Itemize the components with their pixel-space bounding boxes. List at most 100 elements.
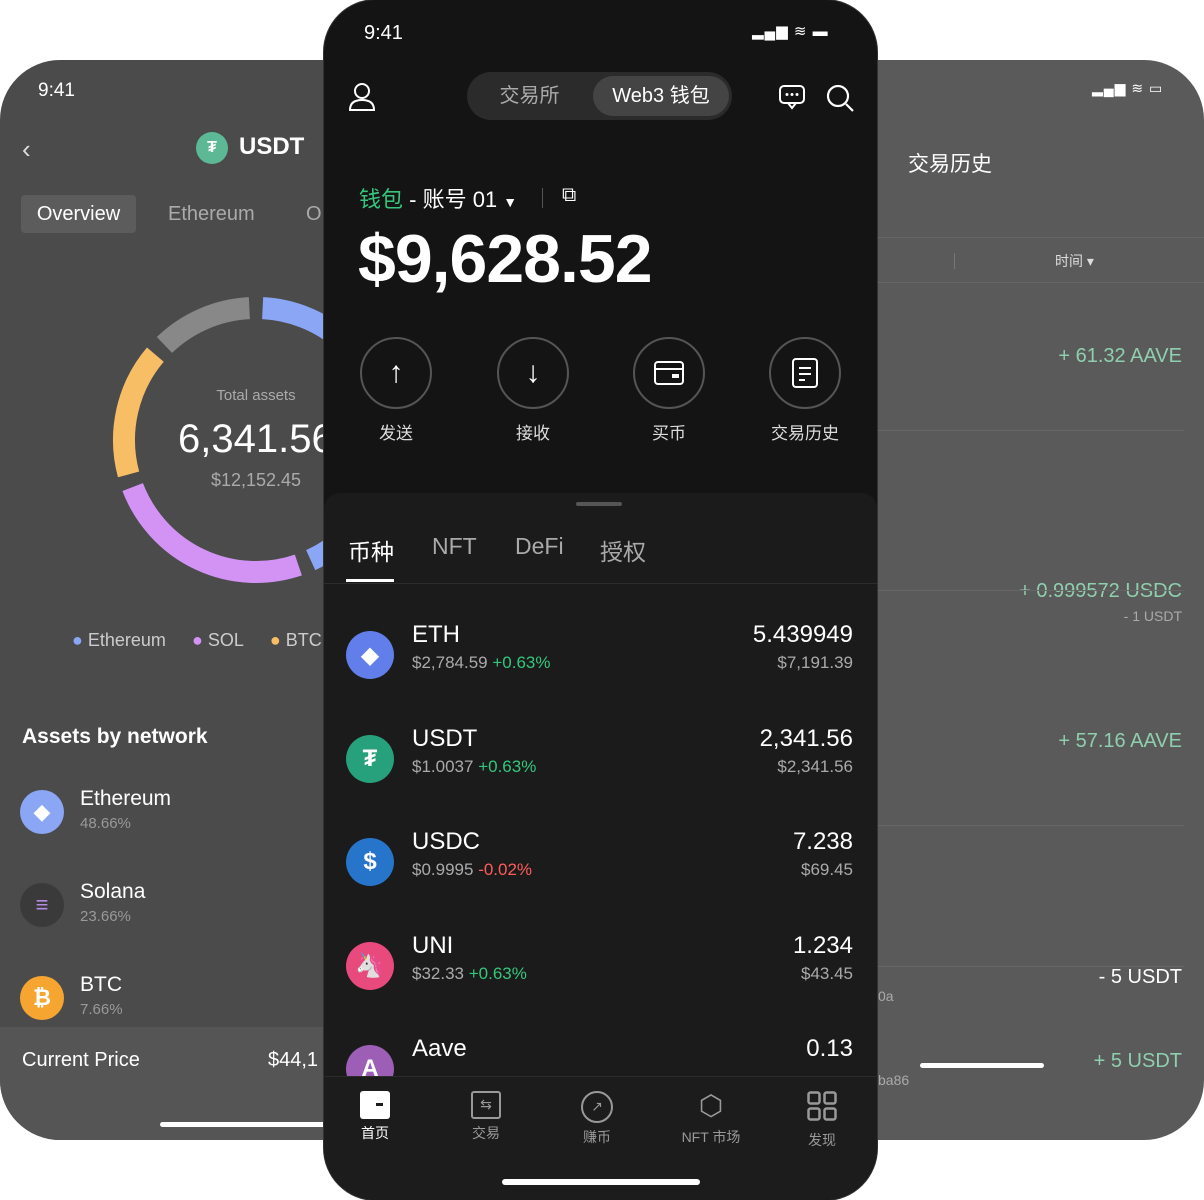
transaction-row[interactable]: + 61.32 AAVE — [800, 345, 1204, 385]
nav-home[interactable]: 首页 — [325, 1091, 425, 1143]
token-amount: 0.13 — [806, 1035, 853, 1062]
transaction-address-fragment: 0a — [878, 988, 894, 1004]
token-price: $32.33 +0.63% — [412, 963, 527, 983]
network-item-ethereum[interactable]: ◆ Ethereum 48.66% — [20, 787, 320, 850]
arrow-down-icon: ↓ — [497, 337, 569, 409]
nav-label: 发现 — [808, 1132, 836, 1148]
nav-earn[interactable]: ↗ 赚币 — [547, 1091, 647, 1147]
divider — [324, 583, 877, 584]
center-phone-web3-wallet: 9:41 ▂▄▆ ≋ ▬ 交易所 Web3 钱包 钱包 - 账号 01 ▼ ⧉ … — [324, 0, 877, 1200]
active-tab-indicator — [346, 579, 394, 582]
tab-nft[interactable]: NFT — [432, 533, 477, 559]
page-title: 交易历史 — [908, 153, 992, 176]
network-pct: 48.66% — [80, 815, 131, 832]
tab-defi[interactable]: DeFi — [515, 533, 564, 559]
token-row-uni[interactable]: 🦄 UNI $32.33 +0.63% 1.234 $43.45 — [324, 932, 877, 1036]
transaction-row[interactable]: + 57.16 AAVE — [800, 730, 1204, 770]
status-time: 9:41 — [38, 80, 75, 101]
home-icon — [360, 1091, 390, 1119]
earn-icon: ↗ — [581, 1091, 613, 1123]
transaction-amount: + 0.999572 USDC — [1019, 580, 1182, 602]
drag-handle[interactable] — [576, 502, 622, 506]
token-price: $0.9995 -0.02% — [412, 860, 533, 879]
current-price-label: Current Price — [22, 1049, 140, 1071]
copy-icon[interactable]: ⧉ — [562, 184, 577, 206]
transaction-row[interactable]: + 5 USDT ba86 — [800, 1050, 1204, 1090]
grid-icon — [807, 1091, 837, 1121]
send-button[interactable]: ↑ 发送 — [360, 337, 432, 444]
transaction-address-fragment: ba86 — [878, 1072, 910, 1088]
transaction-amount: + 57.16 AAVE — [1058, 730, 1182, 752]
network-item-btc[interactable]: ₿ BTC 7.66% — [20, 973, 320, 1036]
balance-value: $9,628.52 — [358, 221, 653, 297]
back-icon[interactable]: ‹ — [22, 134, 31, 164]
account-selector[interactable]: 钱包 - 账号 01 ▼ — [359, 187, 518, 212]
tab-other[interactable]: O — [306, 203, 322, 225]
donut-segment — [113, 347, 164, 478]
action-label: 交易历史 — [771, 424, 839, 443]
transaction-row[interactable]: - 5 USDT 0a — [800, 966, 1204, 1006]
token-value: $43.45 — [801, 963, 853, 983]
tab-web3-wallet[interactable]: Web3 钱包 — [593, 76, 729, 116]
message-icon[interactable] — [778, 84, 806, 110]
nav-label: 交易 — [472, 1125, 500, 1141]
divider — [800, 237, 1204, 238]
nav-label: 首页 — [361, 1125, 389, 1141]
total-assets-value: 6,341.56 — [178, 417, 334, 461]
nav-label: NFT 市场 — [681, 1129, 741, 1145]
nft-icon: ⬡ — [698, 1090, 724, 1121]
token-value: $69.45 — [801, 860, 853, 879]
token-value: $7,191.39 — [777, 653, 853, 672]
nav-label: 赚币 — [583, 1129, 611, 1145]
tab-overview[interactable]: Overview — [21, 195, 136, 233]
legend-item: ● SOL — [191, 630, 244, 650]
network-pct: 23.66% — [80, 908, 131, 925]
profile-icon[interactable] — [348, 82, 376, 112]
transaction-amount: + 5 USDT — [1093, 1050, 1182, 1072]
time-filter-dropdown[interactable]: 时间 ▾ — [1055, 253, 1094, 269]
receive-button[interactable]: ↓ 接收 — [497, 337, 569, 444]
nav-nft-market[interactable]: ⬡ NFT 市场 — [661, 1091, 761, 1147]
token-value: $2,341.56 — [777, 756, 853, 776]
divider — [800, 282, 1204, 283]
status-icons: ▂▄▆ ≋ ▬ — [752, 23, 829, 40]
action-label: 发送 — [379, 424, 413, 443]
mode-switch: 交易所 Web3 钱包 — [467, 72, 732, 120]
divider — [878, 430, 1184, 431]
arrow-up-icon: ↑ — [360, 337, 432, 409]
section-title: Assets by network — [22, 725, 208, 748]
token-amount: 2,341.56 — [759, 724, 853, 752]
donut-segment — [156, 297, 251, 354]
buy-button[interactable]: 买币 — [633, 337, 705, 444]
home-indicator — [502, 1179, 700, 1185]
solana-icon: ≡ — [20, 883, 64, 927]
home-indicator — [920, 1063, 1044, 1068]
eth-icon: ◆ — [346, 631, 394, 679]
network-name: Ethereum — [80, 787, 172, 810]
transaction-row[interactable]: + 0.999572 USDC - 1 USDT — [800, 580, 1204, 624]
page-title: USDT — [239, 133, 305, 160]
transaction-amount: + 61.32 AAVE — [1058, 345, 1182, 367]
tab-tokens[interactable]: 币种 — [348, 539, 394, 565]
nav-discover[interactable]: 发现 — [772, 1091, 872, 1150]
card-icon — [633, 337, 705, 409]
divider — [878, 966, 1184, 967]
legend-item: ● Ethereum — [72, 630, 166, 650]
network-name: BTC — [80, 973, 122, 996]
tab-exchange[interactable]: 交易所 — [499, 85, 560, 107]
usdt-icon: ₮ — [346, 734, 394, 783]
network-pct: 7.66% — [80, 1001, 123, 1018]
total-assets-usd: $12,152.45 — [210, 470, 302, 490]
search-icon[interactable] — [825, 83, 855, 113]
ethereum-icon: ◆ — [20, 790, 64, 834]
network-item-solana[interactable]: ≡ Solana 23.66% — [20, 880, 320, 943]
token-row-usdc[interactable]: $ USDC $0.9995 -0.02% 7.238 $69.45 — [324, 828, 877, 932]
document-icon — [769, 337, 841, 409]
nav-trade[interactable]: ⇆ 交易 — [436, 1091, 536, 1143]
token-amount: 7.238 — [792, 828, 853, 855]
tab-approvals[interactable]: 授权 — [600, 539, 646, 565]
tab-ethereum[interactable]: Ethereum — [168, 203, 255, 225]
token-row-usdt[interactable]: ₮ USDT $1.0037 +0.63% 2,341.56 $2,341.56 — [324, 725, 877, 829]
history-button[interactable]: 交易历史 — [769, 337, 841, 444]
token-row-eth[interactable]: ◆ ETH $2,784.59 +0.63% 5.439949 $7,191.3… — [324, 621, 877, 725]
